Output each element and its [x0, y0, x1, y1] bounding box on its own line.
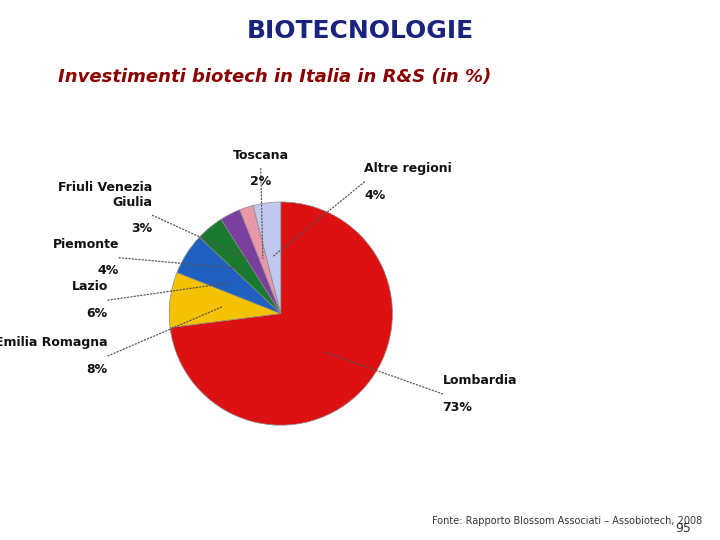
- Wedge shape: [221, 210, 281, 314]
- Text: Investimenti biotech in Italia in R&S (in %): Investimenti biotech in Italia in R&S (i…: [58, 68, 491, 85]
- Wedge shape: [169, 273, 281, 328]
- Text: Piemonte: Piemonte: [53, 238, 119, 251]
- Wedge shape: [170, 202, 392, 425]
- Text: Altre regioni: Altre regioni: [364, 162, 452, 175]
- Wedge shape: [199, 219, 281, 314]
- Wedge shape: [240, 205, 281, 314]
- Text: Emilia Romagna: Emilia Romagna: [0, 336, 108, 349]
- Text: Friuli Venezia
Giulia: Friuli Venezia Giulia: [58, 181, 153, 208]
- Text: 73%: 73%: [443, 401, 472, 414]
- Text: Fonte: Rapporto Blossom Associati – Assobiotech, 2008: Fonte: Rapporto Blossom Associati – Asso…: [432, 516, 702, 526]
- Text: 6%: 6%: [86, 307, 108, 320]
- Text: 4%: 4%: [98, 265, 119, 278]
- Text: 95: 95: [675, 522, 691, 535]
- Text: 4%: 4%: [364, 188, 386, 201]
- Text: 3%: 3%: [131, 222, 153, 235]
- Text: 8%: 8%: [86, 363, 108, 376]
- Text: Lazio: Lazio: [71, 280, 108, 293]
- Text: BIOTECNOLOGIE: BIOTECNOLOGIE: [246, 19, 474, 43]
- Wedge shape: [177, 237, 281, 314]
- Wedge shape: [253, 202, 281, 314]
- Text: Lombardia: Lombardia: [443, 374, 517, 387]
- Text: 2%: 2%: [250, 175, 271, 188]
- Text: Toscana: Toscana: [233, 149, 289, 162]
